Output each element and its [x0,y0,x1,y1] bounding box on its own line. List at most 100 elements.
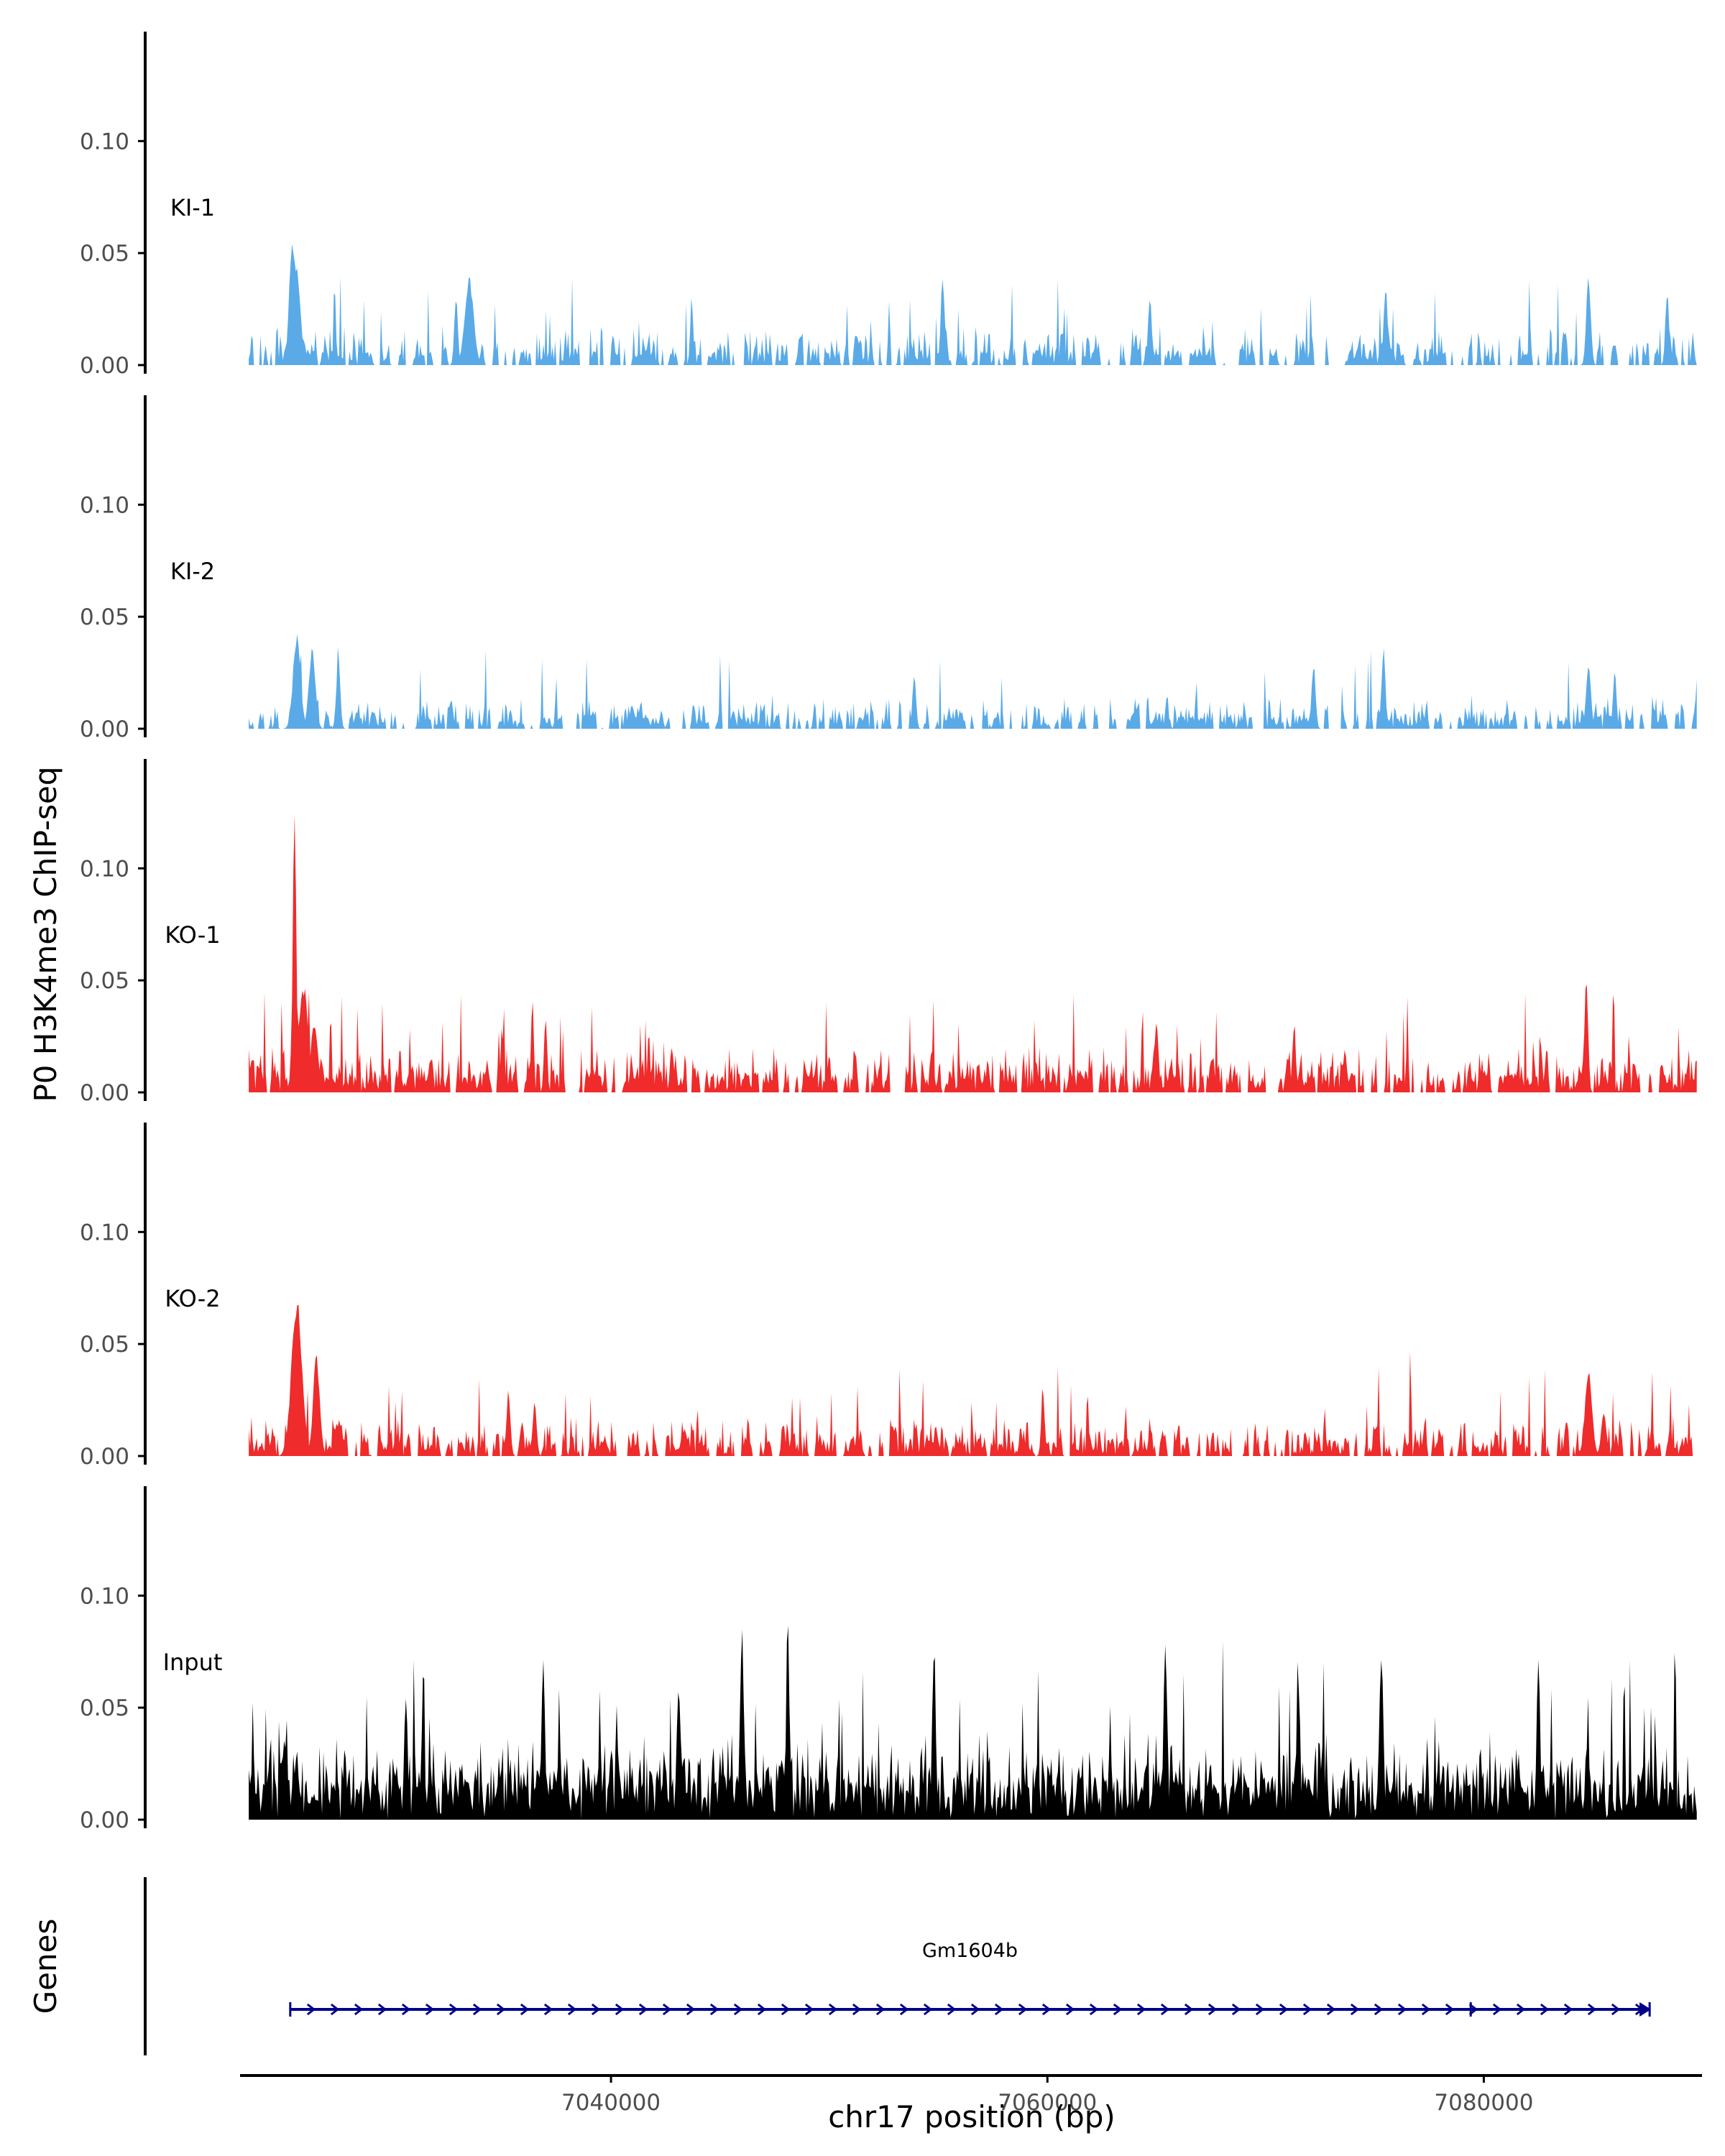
strand-arrow-icon [1445,2003,1455,2016]
strand-arrow-icon [1255,2003,1265,2016]
coverage-area-ki-1 [249,244,1697,365]
genes-panel-label: Genes [28,1919,63,2014]
strand-arrow-icon [425,2003,435,2016]
coverage-area-ko-2 [249,1304,1697,1456]
strand-arrow-icon [1089,2003,1099,2016]
y-tick-label: 0.05 [80,1332,129,1358]
coverage-area-ki-2 [249,634,1697,729]
y-tick-label: 0.05 [80,968,129,994]
strand-arrow-icon [1611,2003,1621,2016]
track-ko-1: 0.00 0.05 0.10 KO-1 [80,759,1697,1106]
strand-arrow-icon [828,2003,838,2016]
x-ticks-group: 7040000 7060000 7080000 [561,2076,1533,2116]
strand-arrow-icon [1374,2003,1384,2016]
tracks-group: 0.00 0.05 0.10 KI-1 0.00 0.05 0.10 KI-2 0.00 0.05… [80,32,1697,1833]
strand-arrow-icon [852,2003,862,2016]
strand-arrow-icon [1468,2003,1478,2016]
strand-arrow-icon [781,2003,791,2016]
strand-arrow-icon [1231,2003,1241,2016]
y-tick-label: 0.10 [80,129,129,155]
track-label: KI-1 [170,194,215,221]
coverage-area-ko-1 [249,814,1697,1092]
track-label: KO-1 [165,921,220,949]
strand-arrow-icon [662,2003,672,2016]
strand-arrow-icon [1065,2003,1075,2016]
strand-arrow-icon [875,2003,886,2016]
strand-arrow-icon [354,2003,364,2016]
strand-arrow-icon [1113,2003,1123,2016]
y-axis-label: P0 H3K4me3 ChIP-seq [28,766,63,1102]
strand-arrow-icon [923,2003,933,2016]
strand-arrow-icon [1302,2003,1312,2016]
strand-arrow-icon [591,2003,601,2016]
y-tick-label: 0.05 [80,241,129,267]
strand-arrow-icon [970,2003,980,2016]
y-tick-label: 0.00 [80,1444,129,1470]
y-tick-label: 0.10 [80,1583,129,1609]
strand-arrow-icon [543,2003,553,2016]
track-ko-2: 0.00 0.05 0.10 KO-2 [80,1123,1697,1470]
track-label: KI-2 [170,558,215,585]
strand-arrow-icon [1279,2003,1289,2016]
y-tick-label: 0.00 [80,1080,129,1106]
x-axis: 7040000 7060000 7080000 chr17 position (bp… [240,2074,1702,2134]
strand-arrow-icon [401,2003,411,2016]
strand-arrow-icon [1587,2003,1597,2016]
strand-arrow-icon [686,2003,696,2016]
strand-arrow-icon [757,2003,767,2016]
coverage-area-input [249,1626,1697,1820]
strand-arrow-icon [1540,2003,1550,2016]
strand-arrow-icon [709,2003,719,2016]
y-tick-label: 0.05 [80,604,129,630]
track-label: Input [163,1649,223,1676]
strand-arrow-icon [496,2003,506,2016]
strand-arrow-icon [804,2003,814,2016]
strand-arrow-icon [1208,2003,1218,2016]
y-tick-label: 0.00 [80,717,129,742]
strand-arrow-icon [377,2003,387,2016]
strand-arrow-icon [448,2003,459,2016]
genes-panel: Genes Gm1604b [28,1877,1652,2055]
gene-end-arrow-icon [1639,2002,1652,2017]
strand-arrow-icon [1136,2003,1146,2016]
gene-body [289,2002,1652,2017]
strand-arrow-icon [899,2003,909,2016]
gene-name-label: Gm1604b [922,1940,1018,1962]
track-ki-2: 0.00 0.05 0.10 KI-2 [80,395,1697,742]
strand-arrow-icon [947,2003,957,2016]
y-tick-label: 0.05 [80,1695,129,1721]
x-tick-label: 7060000 [998,2090,1097,2116]
track-ki-1: 0.00 0.05 0.10 KI-1 [80,32,1697,379]
strand-arrow-icon [472,2003,482,2016]
strand-arrow-icon [615,2003,625,2016]
strand-arrow-icon [638,2003,648,2016]
strand-arrow-icon [1041,2003,1052,2016]
track-label: KO-2 [165,1285,220,1312]
strand-arrow-icon [520,2003,530,2016]
strand-arrow-icon [1397,2003,1407,2016]
strand-arrow-icon [1326,2003,1336,2016]
x-axis-title: chr17 position (bp) [828,2099,1116,2134]
y-tick-label: 0.00 [80,353,129,379]
y-tick-label: 0.10 [80,1220,129,1245]
y-tick-label: 0.10 [80,856,129,882]
strand-arrow-icon [1350,2003,1360,2016]
strand-arrow-icon [994,2003,1004,2016]
x-tick-label: 7080000 [1434,2090,1533,2116]
strand-arrow-icon [330,2003,340,2016]
y-tick-label: 0.00 [80,1807,129,1833]
track-input: 0.00 0.05 0.10 Input [80,1486,1697,1833]
strand-arrow-icon [567,2003,577,2016]
strand-arrow-icon [733,2003,743,2016]
strand-arrow-icon [1018,2003,1028,2016]
strand-arrow-icon [1160,2003,1170,2016]
y-tick-label: 0.10 [80,492,129,518]
strand-arrow-icon [306,2003,316,2016]
strand-arrow-icon [1516,2003,1526,2016]
x-tick-label: 7040000 [561,2090,661,2116]
strand-arrow-icon [1184,2003,1194,2016]
strand-arrow-icon [1563,2003,1573,2016]
strand-arrow-icon [1421,2003,1431,2016]
strand-arrow-icon [1492,2003,1502,2016]
